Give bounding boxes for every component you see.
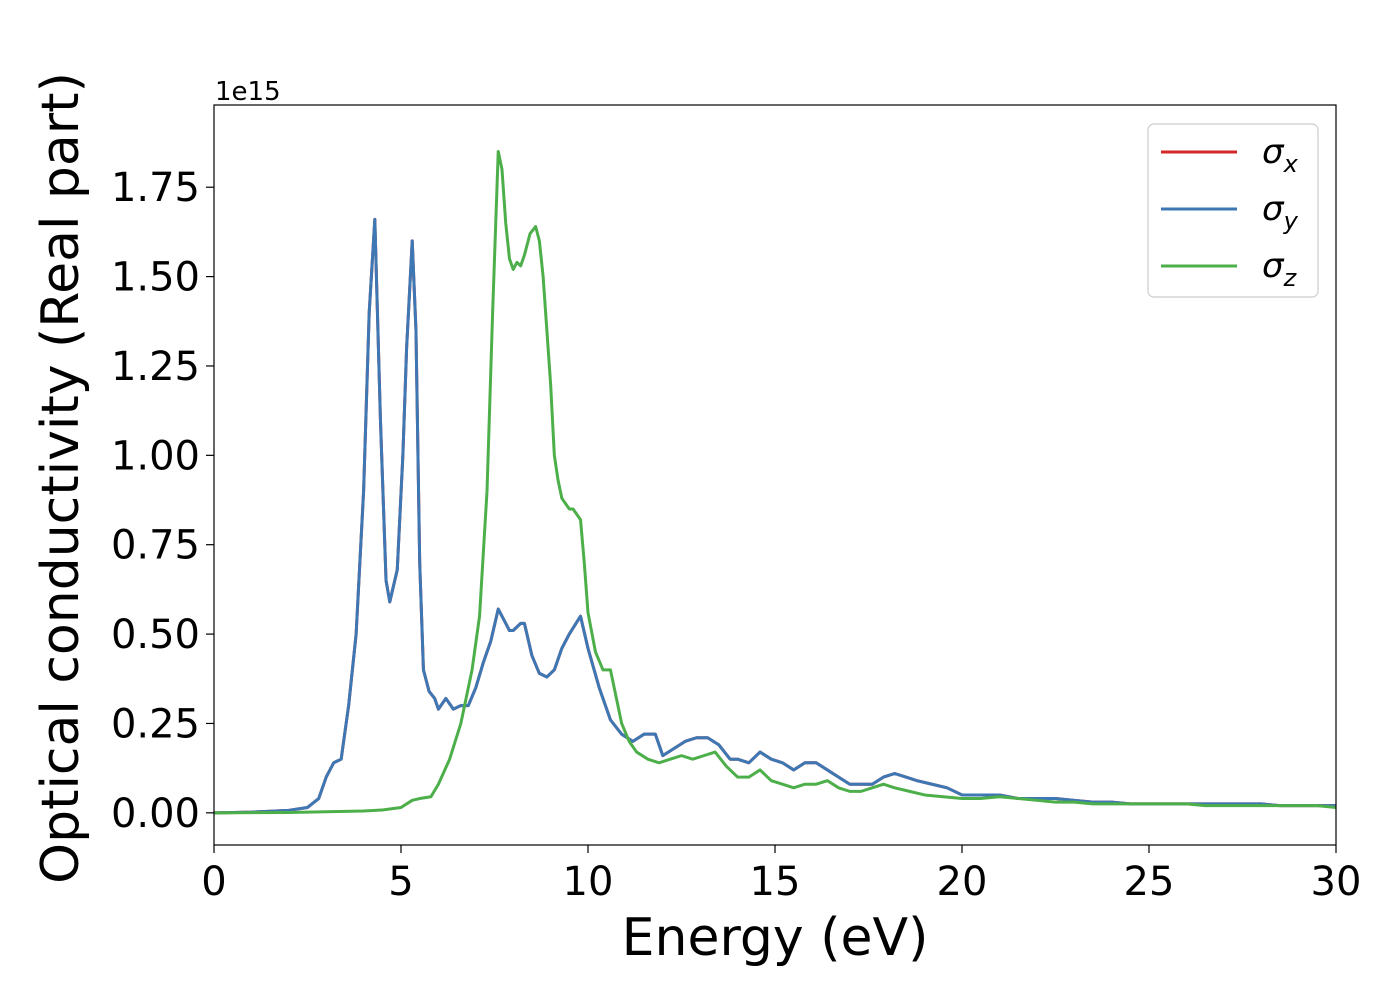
y-axis: 0.00 0.25 0.50 0.75 1.00 1.25 1.50 1.75 [111, 165, 214, 837]
x-tick-label: 5 [388, 859, 413, 905]
series-line-z [214, 149, 1336, 815]
y-tick-label: 0.25 [111, 701, 200, 747]
x-tick-label: 15 [750, 859, 801, 905]
y-tick-label: 1.50 [111, 255, 200, 301]
x-tick-label: 25 [1124, 859, 1175, 905]
x-axis: 0 5 10 15 20 25 30 [201, 845, 1361, 905]
y-axis-label: Optical conductivity (Real part) [31, 72, 91, 884]
y-tick-label: 1.75 [111, 165, 200, 211]
y-tick-label: 1.25 [111, 344, 200, 390]
x-tick-label: 30 [1311, 859, 1362, 905]
x-tick-label: 0 [201, 859, 226, 905]
y-tick-label: 1.00 [111, 433, 200, 479]
x-tick-label: 10 [563, 859, 614, 905]
x-axis-label: Energy (eV) [622, 908, 929, 968]
y-tick-label: 0.50 [111, 612, 200, 658]
x-tick-label: 20 [937, 859, 988, 905]
y-tick-label: 0.00 [111, 791, 200, 837]
y-tick-label: 0.75 [111, 523, 200, 569]
y-offset-text: 1e15 [215, 77, 281, 107]
series-layer [214, 149, 1336, 815]
series-line-y [214, 217, 1336, 815]
